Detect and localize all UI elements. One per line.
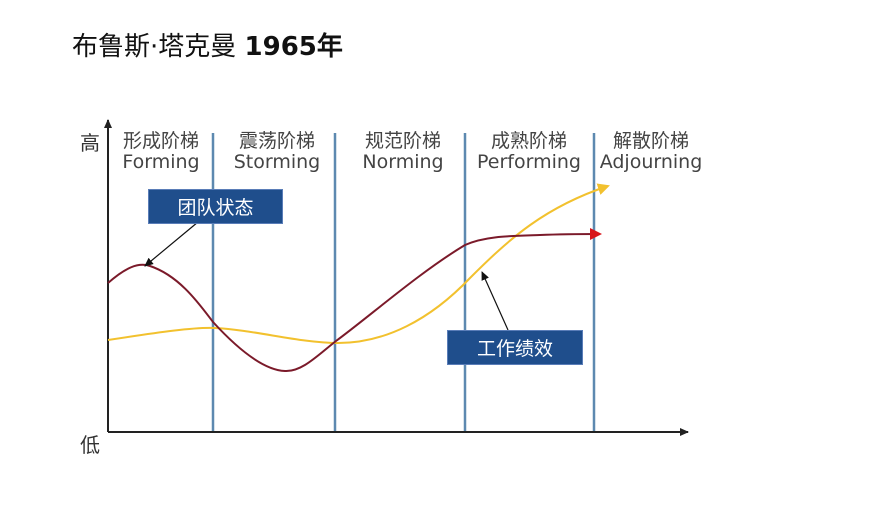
- title-text: 布鲁斯·塔克曼: [72, 32, 237, 62]
- stage-zh: 成熟阶梯: [490, 130, 567, 152]
- stage-en: Norming: [362, 150, 444, 173]
- stage-en: Performing: [477, 150, 581, 173]
- team-state-pointer: [144, 221, 199, 267]
- axis-low-label: 低: [80, 433, 100, 457]
- axis-high-label: 高: [80, 131, 100, 155]
- stage-label-forming: 形成阶梯 Forming: [91, 131, 231, 173]
- stage-label-norming: 规范阶梯 Norming: [333, 131, 473, 173]
- stage-label-storming: 震荡阶梯 Storming: [207, 131, 347, 173]
- title-year: 1965年: [244, 32, 343, 62]
- stage-zh: 形成阶梯: [122, 130, 199, 152]
- stage-zh: 震荡阶梯: [238, 130, 315, 152]
- stage-en: Storming: [233, 150, 321, 173]
- stage-en: Forming: [122, 150, 200, 173]
- page-title: 布鲁斯·塔克曼 1965年: [72, 26, 343, 63]
- performance-pointer: [481, 271, 509, 331]
- stage-zh: 规范阶梯: [364, 130, 441, 152]
- stage-label-adjourning: 解散阶梯 Adjourning: [581, 131, 721, 173]
- team-state-callout: 团队状态: [148, 189, 283, 224]
- performance-callout: 工作绩效: [447, 330, 583, 365]
- team-state-curve: [107, 228, 602, 373]
- stage-en: Adjourning: [599, 150, 703, 173]
- stage-zh: 解散阶梯: [612, 130, 689, 152]
- stage-label-performing: 成熟阶梯 Performing: [459, 131, 599, 173]
